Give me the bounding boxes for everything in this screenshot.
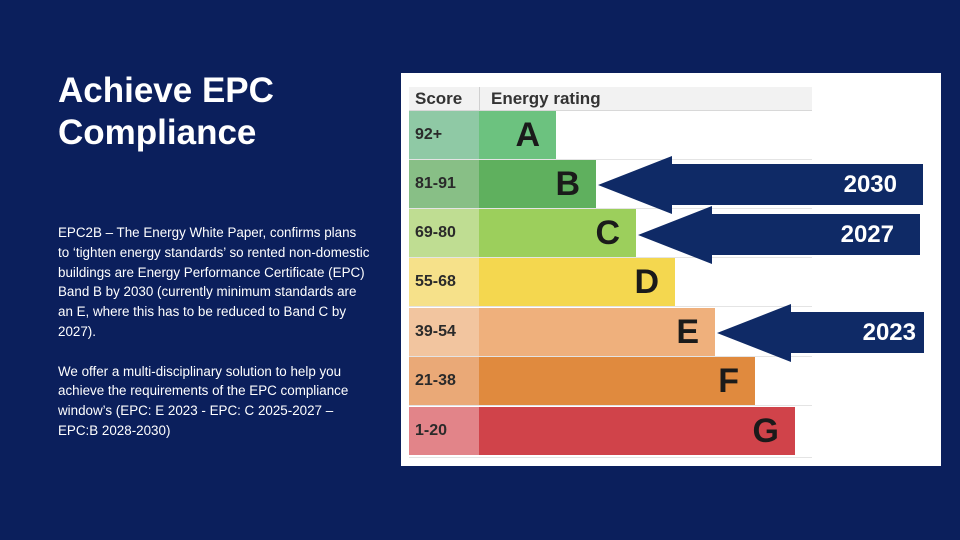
row-divider [409, 159, 812, 160]
target-year-2030: 2030 [843, 171, 897, 198]
arrow-left-icon [717, 304, 924, 362]
target-arrow-2030: 2030 [598, 140, 923, 230]
band-score-d: 55-68 [409, 258, 479, 306]
row-divider [409, 356, 812, 357]
slide-body: EPC2B – The Energy White Paper, confirms… [58, 223, 370, 461]
band-bar-f: F [479, 357, 755, 405]
header-energy-rating: Energy rating [491, 89, 601, 108]
target-year-2027: 2027 [840, 221, 894, 248]
band-score-e: 39-54 [409, 308, 479, 356]
row-divider [409, 405, 812, 406]
band-bar-a: A [479, 111, 556, 159]
arrow-left-icon [638, 206, 920, 264]
header-separator [479, 87, 480, 110]
band-score-f: 21-38 [409, 357, 479, 405]
row-divider [409, 306, 812, 307]
band-score-b: 81-91 [409, 160, 479, 208]
band-bar-c: C [479, 209, 636, 257]
band-bar-b: B [479, 160, 596, 208]
paragraph-epc2b: EPC2B – The Energy White Paper, confirms… [58, 225, 370, 339]
target-arrow-2027: 2027 [638, 190, 960, 280]
slide-title: Achieve EPC Compliance [58, 71, 274, 152]
band-score-c: 69-80 [409, 209, 479, 257]
band-score-a: 92+ [409, 111, 479, 159]
arrow-left-icon [598, 156, 923, 214]
row-divider [409, 257, 812, 258]
header-score: Score [415, 89, 463, 108]
paragraph-solution: We offer a multi-disciplinary solution t… [58, 363, 349, 438]
epc-rating-chart: Score Energy rating 92+ A 81-91 B 69-80 … [401, 73, 941, 466]
band-bar-g: G [479, 407, 795, 455]
band-bar-d: D [479, 258, 675, 306]
row-divider [409, 208, 812, 209]
band-bar-e: E [479, 308, 715, 356]
band-score-g: 1-20 [409, 407, 479, 455]
epc-header: Score Energy rating [409, 87, 812, 111]
target-arrow-2023: 2023 [717, 288, 924, 378]
target-year-2023: 2023 [862, 319, 916, 346]
row-divider [409, 457, 812, 458]
